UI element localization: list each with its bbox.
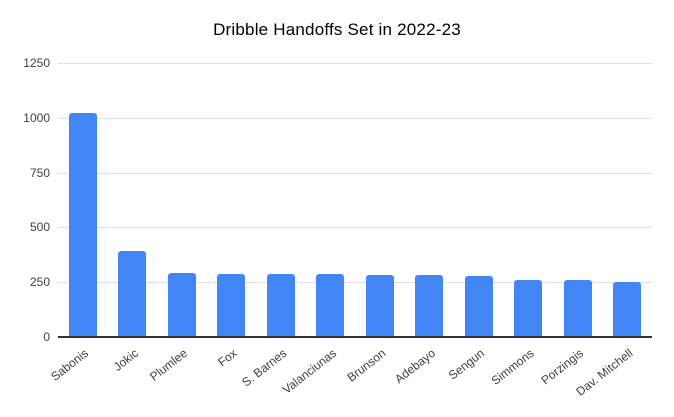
bars-row: Sabonis Jokic Plumlee Fox S. Barnes Valanciun… xyxy=(49,63,653,399)
bar-slot-s-barnes: S. Barnes xyxy=(239,63,306,389)
y-tick-label-1000: 1000 xyxy=(23,110,50,125)
bar-porzingis[interactable] xyxy=(563,280,592,337)
plot-area: 0 250 500 750 1000 1250 Sabonis Jokic Plumlee Fo… xyxy=(23,56,653,399)
bar-slot-brunson: Brunson xyxy=(345,63,405,385)
bar-sengun[interactable] xyxy=(464,276,493,337)
bar-adebayo[interactable] xyxy=(415,274,444,337)
bar-slot-simmons: Simmons xyxy=(489,63,554,388)
bar-slot-sabonis: Sabonis xyxy=(49,63,108,384)
x-tick-label-valanciunas: Valanciunas xyxy=(279,346,339,397)
chart-title: Dribble Handoffs Set in 2022-23 xyxy=(213,20,461,39)
bar-dav-mitchell[interactable] xyxy=(613,282,642,337)
gridline-500 xyxy=(58,227,652,229)
bar-brunson[interactable] xyxy=(365,274,394,337)
bar-simmons[interactable] xyxy=(514,279,543,337)
bar-jokic[interactable] xyxy=(118,251,147,337)
bar-slot-adebayo: Adebayo xyxy=(392,63,455,386)
bar-slot-fox: Fox xyxy=(207,63,257,369)
bar-slot-sengun: Sengun xyxy=(446,63,504,383)
y-tick-label-0: 0 xyxy=(43,330,50,344)
gridline-750 xyxy=(58,172,652,174)
x-tick-label-jokic: Jokic xyxy=(110,346,141,374)
x-tick-label-adebayo: Adebayo xyxy=(391,346,438,387)
bar-valanciunas[interactable] xyxy=(316,273,345,337)
x-tick-label-sengun: Sengun xyxy=(446,346,488,383)
bar-slot-dav-mitchell: Dav. Mitchell xyxy=(574,63,653,399)
x-tick-label-plumlee: Plumlee xyxy=(147,346,191,384)
x-axis-baseline xyxy=(58,336,652,338)
x-tick-label-sabonis: Sabonis xyxy=(48,346,92,384)
gridline-1250 xyxy=(58,63,652,64)
bar-slot-jokic: Jokic xyxy=(108,63,158,374)
x-tick-label-fox: Fox xyxy=(215,346,240,370)
y-tick-label-500: 500 xyxy=(29,220,50,235)
y-tick-label-750: 750 xyxy=(29,165,50,180)
bar-slot-valanciunas: Valanciunas xyxy=(279,63,356,397)
bar-sabonis[interactable] xyxy=(68,113,97,337)
x-tick-label-simmons: Simmons xyxy=(488,346,537,388)
bar-plumlee[interactable] xyxy=(167,272,196,337)
bar-fox[interactable] xyxy=(217,273,246,337)
y-tick-label-250: 250 xyxy=(29,275,50,290)
gridline-1000 xyxy=(58,117,652,119)
bar-s-barnes[interactable] xyxy=(266,273,295,337)
x-tick-label-porzingis: Porzingis xyxy=(538,346,587,388)
gridline-250 xyxy=(58,282,652,284)
bar-slot-porzingis: Porzingis xyxy=(539,63,603,387)
x-tick-label-brunson: Brunson xyxy=(344,346,389,385)
bar-slot-plumlee: Plumlee xyxy=(148,63,207,384)
y-tick-label-1250: 1250 xyxy=(23,56,50,70)
